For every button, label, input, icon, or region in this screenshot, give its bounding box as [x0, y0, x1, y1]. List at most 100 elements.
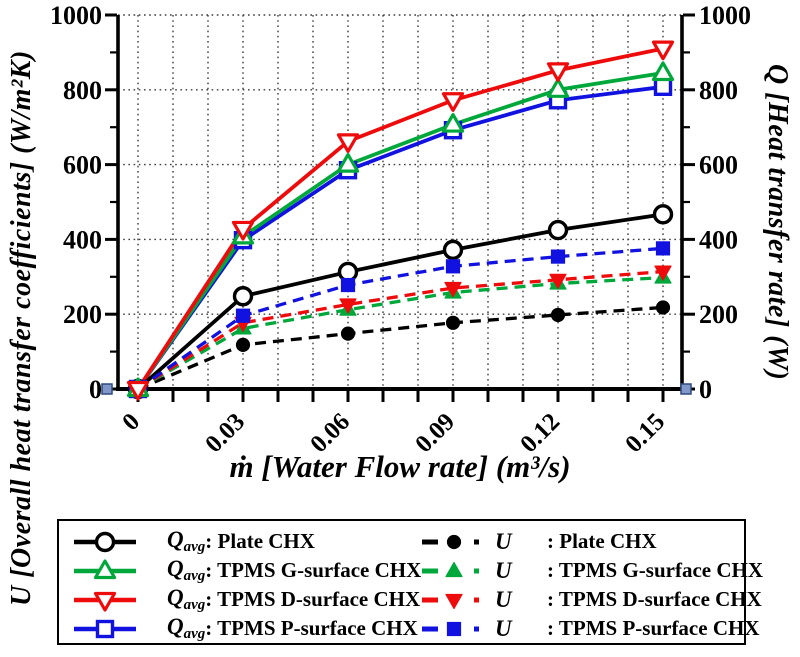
series-markers-u-p — [130, 241, 671, 397]
data-marker — [651, 40, 675, 61]
data-marker — [444, 281, 462, 298]
data-marker — [446, 534, 462, 549]
data-marker — [232, 286, 254, 307]
data-marker — [653, 77, 673, 97]
data-marker — [445, 259, 461, 274]
legend-symbol: U — [495, 557, 512, 583]
selection-handle — [680, 383, 692, 395]
series-line-u-plate — [137, 305, 664, 391]
y-right-tick-label: 600 — [699, 151, 738, 180]
series-line-u-d — [137, 269, 664, 391]
data-marker — [336, 153, 360, 173]
series-line-q-g — [136, 71, 664, 391]
data-marker — [550, 307, 566, 323]
legend-item-u-d: U : TPMS D-surface CHX — [421, 585, 763, 614]
legend-dot-sample — [474, 626, 479, 631]
legend-dot-sample — [474, 539, 479, 544]
data-marker — [549, 273, 567, 289]
y-left-tick-label: 1000 — [50, 1, 102, 30]
data-marker — [546, 62, 570, 82]
legend-marker-u-d — [422, 593, 479, 609]
y-right-tick-label: 800 — [699, 76, 738, 105]
data-marker — [93, 591, 117, 612]
y-left-tick-label: 800 — [63, 76, 102, 105]
y-left-axis-title: U [Overall heat transfer coefficients] (… — [6, 50, 37, 607]
legend-item-q-d: Qavg : TPMS D-surface CHX — [73, 585, 421, 614]
selection-handle — [101, 383, 113, 395]
data-marker — [94, 531, 116, 552]
legend-marker-q-g — [74, 558, 136, 579]
y-left-tick-label: 200 — [63, 300, 102, 329]
legend-symbol: U — [495, 615, 512, 641]
legend-label: : Plate CHX — [205, 529, 315, 553]
legend-marker-q-plate — [74, 531, 136, 552]
y-left-tick-label: 400 — [63, 225, 102, 254]
data-marker — [340, 277, 356, 293]
data-marker — [655, 241, 671, 256]
series-markers-q-p — [128, 77, 673, 399]
y-right-axis-title: Q [Heat transfer rate] (W) — [762, 64, 793, 381]
legend-marker-q-d — [74, 591, 136, 612]
data-marker — [235, 337, 251, 352]
data-marker — [445, 593, 463, 609]
y-left-tick-label: 0 — [89, 375, 102, 404]
data-marker — [235, 308, 251, 323]
data-marker — [231, 220, 255, 241]
series-markers-q-g — [126, 61, 675, 398]
series-line-u-g — [137, 275, 664, 391]
legend-marker-q-p — [74, 619, 136, 638]
legend-symbol: U — [495, 528, 512, 554]
data-marker — [337, 261, 359, 283]
legend-item-u-p: U : TPMS P-surface CHX — [421, 614, 763, 643]
data-marker — [126, 380, 150, 401]
data-marker — [546, 78, 570, 98]
legend-marker-u-g — [422, 561, 479, 577]
series-line-q-plate — [136, 212, 664, 391]
data-marker — [445, 561, 463, 577]
legend-dot-sample — [474, 568, 479, 573]
x-tick-label: 0 — [117, 408, 145, 436]
legend-item-u-g: U : TPMS G-surface CHX — [421, 556, 763, 585]
data-marker — [547, 219, 569, 241]
legend-label: : Plate CHX — [547, 529, 657, 553]
legend-label: : TPMS G-surface CHX — [547, 558, 763, 582]
data-marker — [550, 249, 566, 264]
legend-item-u-plate: U : Plate CHX — [421, 527, 763, 556]
legend-label: : TPMS D-surface CHX — [205, 587, 421, 611]
legend-symbol: Qavg — [167, 585, 206, 613]
legend-marker-u-plate — [422, 534, 479, 549]
y-right-tick-label: 1000 — [699, 1, 751, 30]
series-markers-u-plate — [130, 300, 671, 397]
y-right-tick-label: 200 — [699, 300, 738, 329]
data-marker — [445, 315, 461, 330]
data-marker — [441, 112, 465, 133]
data-marker — [93, 558, 117, 579]
legend-item-q-g: Qavg : TPMS G-surface CHX — [73, 556, 421, 585]
y-left-tick-label: 600 — [63, 151, 102, 180]
series-markers-q-d — [126, 40, 675, 401]
legend-dot-sample — [474, 597, 479, 602]
data-marker — [441, 92, 465, 112]
data-marker — [339, 298, 357, 314]
legend-label: : TPMS P-surface CHX — [547, 616, 760, 640]
x-axis-title: ṁ [Water Flow rate] (m³/s) — [229, 449, 571, 484]
y-right-tick-label: 0 — [699, 375, 712, 404]
legend-symbol: U — [495, 586, 512, 612]
legend-label: : TPMS P-surface CHX — [205, 616, 418, 640]
legend-symbol: Qavg — [167, 556, 206, 584]
data-marker — [340, 326, 356, 341]
data-marker — [652, 204, 674, 225]
legend-symbol: Qavg — [167, 527, 206, 555]
data-marker — [442, 239, 464, 261]
legend-marker-u-p — [422, 621, 479, 636]
series-line-q-d — [136, 46, 664, 391]
legend-label: : TPMS D-surface CHX — [547, 587, 762, 611]
data-marker — [446, 621, 462, 636]
data-marker — [654, 265, 672, 281]
legend-symbol: Qavg — [167, 614, 206, 642]
data-marker — [651, 61, 675, 82]
data-marker — [336, 133, 360, 154]
series-line-u-p — [137, 246, 664, 391]
